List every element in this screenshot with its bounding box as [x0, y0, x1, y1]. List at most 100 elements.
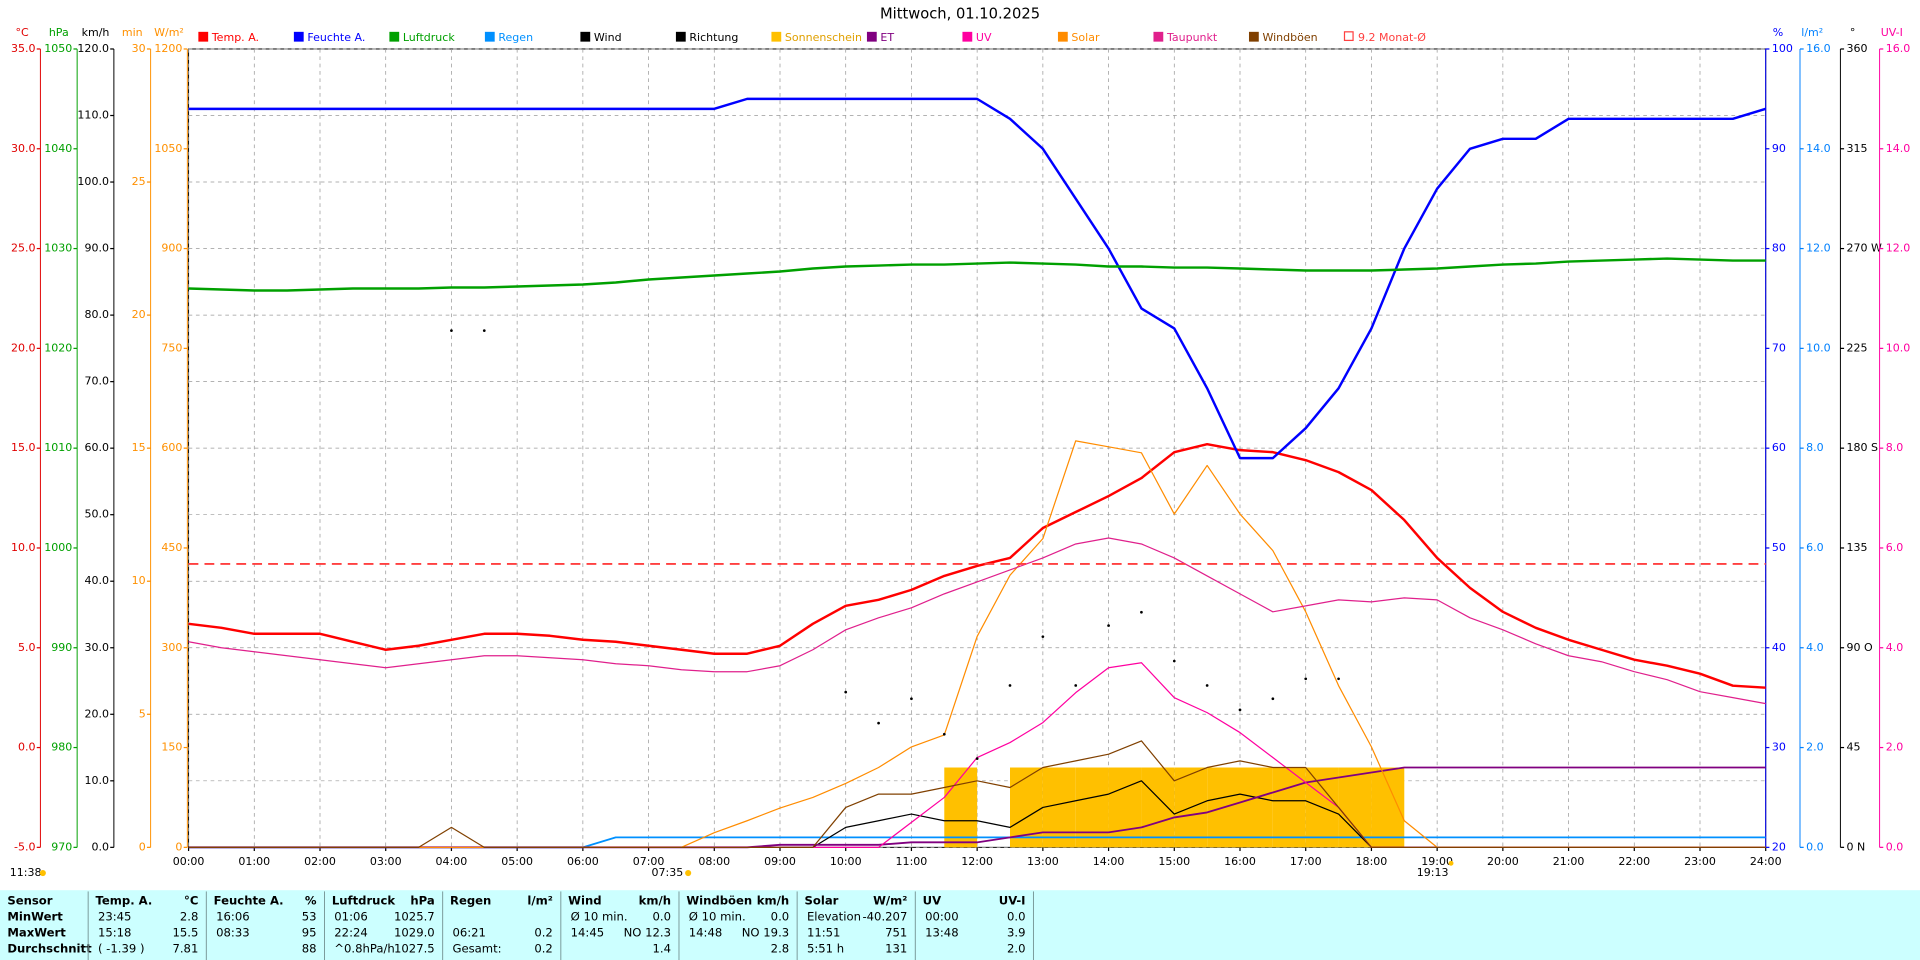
column-unit: l/m² [527, 894, 552, 908]
y-tick-label: 0.0 [91, 840, 109, 853]
y-tick-label: 14.0 [1886, 142, 1911, 155]
table-cell: Ø 10 min. [689, 910, 746, 924]
y-tick-label: 16.0 [1886, 42, 1911, 55]
table-cell: 06:21 [452, 926, 486, 940]
x-tick-label: 08:00 [698, 855, 730, 868]
y-tick-label: 6.0 [1806, 541, 1824, 554]
y-tick-label: 0 N [1847, 840, 1866, 853]
sunshine-bar [1240, 767, 1273, 848]
x-tick-label: 16:00 [1224, 855, 1256, 868]
y-tick-label: 0 [139, 840, 146, 853]
direction-dot [1140, 610, 1143, 614]
y-axis-unit: °C [15, 26, 29, 39]
table-cell: 11:51 [807, 926, 841, 940]
table-cell: 2.8 [180, 910, 199, 924]
y-axis-unit: W/m² [154, 26, 184, 39]
table-cell: 13:48 [925, 926, 959, 940]
table-cell: -40.207 [862, 910, 907, 924]
y-tick-label: 8.0 [1806, 441, 1824, 454]
legend-label: Sonnenschein [785, 31, 862, 44]
column-header: Windböen [686, 894, 752, 908]
x-tick-label: 15:00 [1158, 855, 1190, 868]
series-line [188, 442, 1766, 689]
y-tick-label: 135 [1847, 541, 1868, 554]
y-tick-label: 1010 [44, 441, 72, 454]
legend-swatch [484, 31, 495, 42]
direction-dot [1304, 677, 1308, 681]
table-cell: 15.5 [172, 926, 198, 940]
table-cell: 01:06 [334, 910, 368, 924]
y-tick-label: 50.0 [84, 508, 109, 521]
x-tick-label: 19:00 [1421, 855, 1453, 868]
y-tick-label: 40 [1772, 641, 1786, 654]
legend-label: Windböen [1262, 31, 1317, 44]
y-tick-label: 80 [1772, 242, 1786, 255]
y-tick-label: 20.0 [11, 341, 36, 354]
legend-swatch [389, 31, 400, 42]
y-tick-label: 45 [1847, 741, 1861, 754]
column-header: Solar [804, 894, 838, 908]
table-cell: 2.0 [1007, 941, 1026, 955]
sunshine-bar [1338, 767, 1372, 848]
table-cell: NO 19.3 [742, 926, 789, 940]
y-tick-label: 990 [51, 641, 72, 654]
sunshine-bar [1108, 767, 1142, 848]
y-axis-unit: hPa [49, 26, 69, 39]
table-cell: Ø 10 min. [571, 910, 628, 924]
sun-icon [1448, 860, 1454, 866]
x-tick-label: 18:00 [1356, 855, 1388, 868]
x-tick-label: 05:00 [501, 855, 533, 868]
y-tick-label: 1050 [44, 42, 72, 55]
direction-dot [1008, 684, 1012, 687]
table-cell: 1027.5 [394, 941, 435, 955]
column-header: Luftdruck [332, 894, 396, 908]
y-axis-unit: ° [1850, 26, 1856, 39]
x-tick-label: 17:00 [1290, 855, 1322, 868]
y-tick-label: 50 [1772, 541, 1786, 554]
y-tick-label: 0.0 [1806, 840, 1824, 853]
y-tick-label: 5 [139, 707, 146, 720]
table-cell: 7.81 [172, 941, 198, 955]
table-cell: 0.0 [653, 910, 672, 924]
y-axis-unit: min [122, 26, 143, 39]
legend-label: Luftdruck [403, 31, 455, 44]
column-header: Temp. A. [96, 894, 153, 908]
update-time: 11:38 [10, 866, 42, 879]
x-tick-label: 14:00 [1093, 855, 1125, 868]
table-cell: 751 [885, 926, 907, 940]
y-tick-label: 100 [1772, 42, 1793, 55]
y-tick-label: 25.0 [11, 242, 36, 255]
y-tick-label: 2.0 [1886, 741, 1904, 754]
direction-dot [1238, 708, 1242, 712]
x-tick-label: 10:00 [830, 855, 862, 868]
y-tick-label: 180 S [1847, 441, 1879, 454]
sunshine-bar [1272, 767, 1306, 848]
table-cell: 23:45 [98, 910, 132, 924]
column-unit: km/h [757, 894, 789, 908]
y-tick-label: 14.0 [1806, 142, 1831, 155]
table-cell: 0.2 [534, 926, 553, 940]
y-tick-label: 70 [1772, 341, 1786, 354]
direction-dot [1041, 635, 1045, 639]
legend-swatch [1057, 31, 1068, 42]
x-tick-label: 11:00 [896, 855, 928, 868]
legend-label: Feuchte A. [307, 31, 365, 44]
direction-dot [1337, 677, 1340, 681]
legend-swatch [962, 31, 973, 42]
column-unit: hPa [410, 894, 434, 908]
direction-dot [910, 697, 913, 701]
y-tick-label: 150 [161, 741, 182, 754]
direction-dot [1172, 659, 1176, 663]
legend-label: Wind [594, 31, 622, 44]
legend-swatch [1343, 31, 1354, 42]
y-tick-label: 6.0 [1886, 541, 1904, 554]
legend-label: ET [880, 31, 894, 44]
sunshine-bar [944, 767, 978, 848]
y-tick-label: 4.0 [1806, 641, 1824, 654]
x-tick-label: 24:00 [1750, 855, 1782, 868]
y-tick-label: 270 W [1847, 242, 1883, 255]
column-unit: °C [184, 894, 198, 908]
row-label: MinWert [7, 910, 63, 924]
legend-swatch [1248, 31, 1259, 42]
y-tick-label: 20.0 [84, 707, 109, 720]
